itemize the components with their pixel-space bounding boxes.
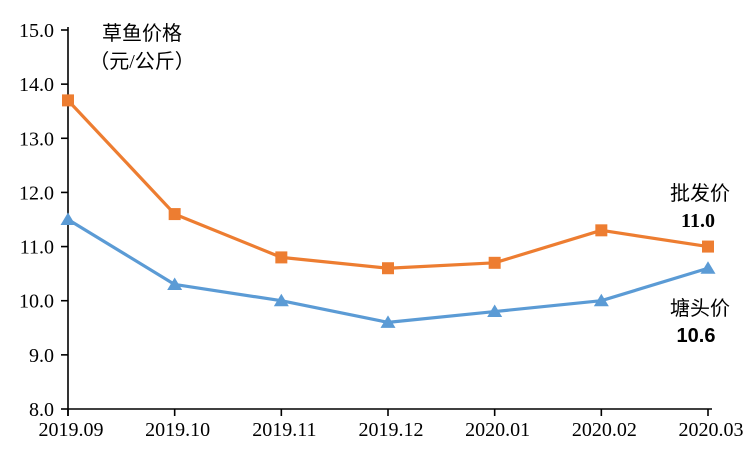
- y-axis-tick-label: 12.0: [19, 182, 54, 204]
- x-axis-tick-label: 2019.09: [39, 419, 104, 441]
- y-axis-tick-label: 9.0: [29, 345, 54, 367]
- marker-triangle: [60, 212, 76, 225]
- marker-square: [595, 224, 608, 237]
- y-axis-tick-label: 13.0: [19, 128, 54, 150]
- marker-square: [62, 94, 74, 107]
- marker-square: [275, 251, 288, 264]
- y-axis-tick-label: 8.0: [29, 399, 54, 421]
- marker-triangle: [380, 315, 396, 328]
- x-axis-tick-label: 2020.02: [572, 419, 637, 441]
- marker-triangle: [167, 277, 183, 290]
- y-axis-tick-label: 10.0: [19, 291, 54, 313]
- annotation-wholesale-value: 11.0: [681, 210, 715, 232]
- marker-triangle: [273, 293, 289, 307]
- marker-triangle: [700, 261, 716, 274]
- y-axis-tick-label: 15.0: [19, 20, 54, 42]
- marker-square: [702, 240, 714, 253]
- series-line-wholesale: [66, 99, 709, 270]
- y-axis-tick-label: 11.0: [20, 237, 54, 259]
- marker-square: [168, 208, 181, 221]
- x-axis-tick-label: 2019.11: [252, 419, 316, 441]
- marker-triangle: [487, 304, 503, 318]
- chart-title-line: （元/公斤）: [89, 50, 195, 73]
- x-axis-tick-label: 2020.01: [465, 419, 530, 441]
- y-axis-tick-label: 14.0: [19, 74, 54, 96]
- annotation-pondside-value: 10.6: [677, 325, 716, 347]
- marker-triangle: [593, 293, 609, 307]
- annotation-pondside-label: 塘头价: [670, 297, 730, 320]
- marker-square: [488, 256, 501, 269]
- x-axis-tick-label: 2020.03: [679, 419, 744, 441]
- chart-title-line: 草鱼价格: [102, 22, 182, 45]
- marker-square: [382, 262, 394, 275]
- annotation-wholesale-label: 批发价: [670, 182, 730, 205]
- x-axis-tick-label: 2019.10: [145, 419, 210, 441]
- x-axis-tick-label: 2019.12: [359, 419, 424, 441]
